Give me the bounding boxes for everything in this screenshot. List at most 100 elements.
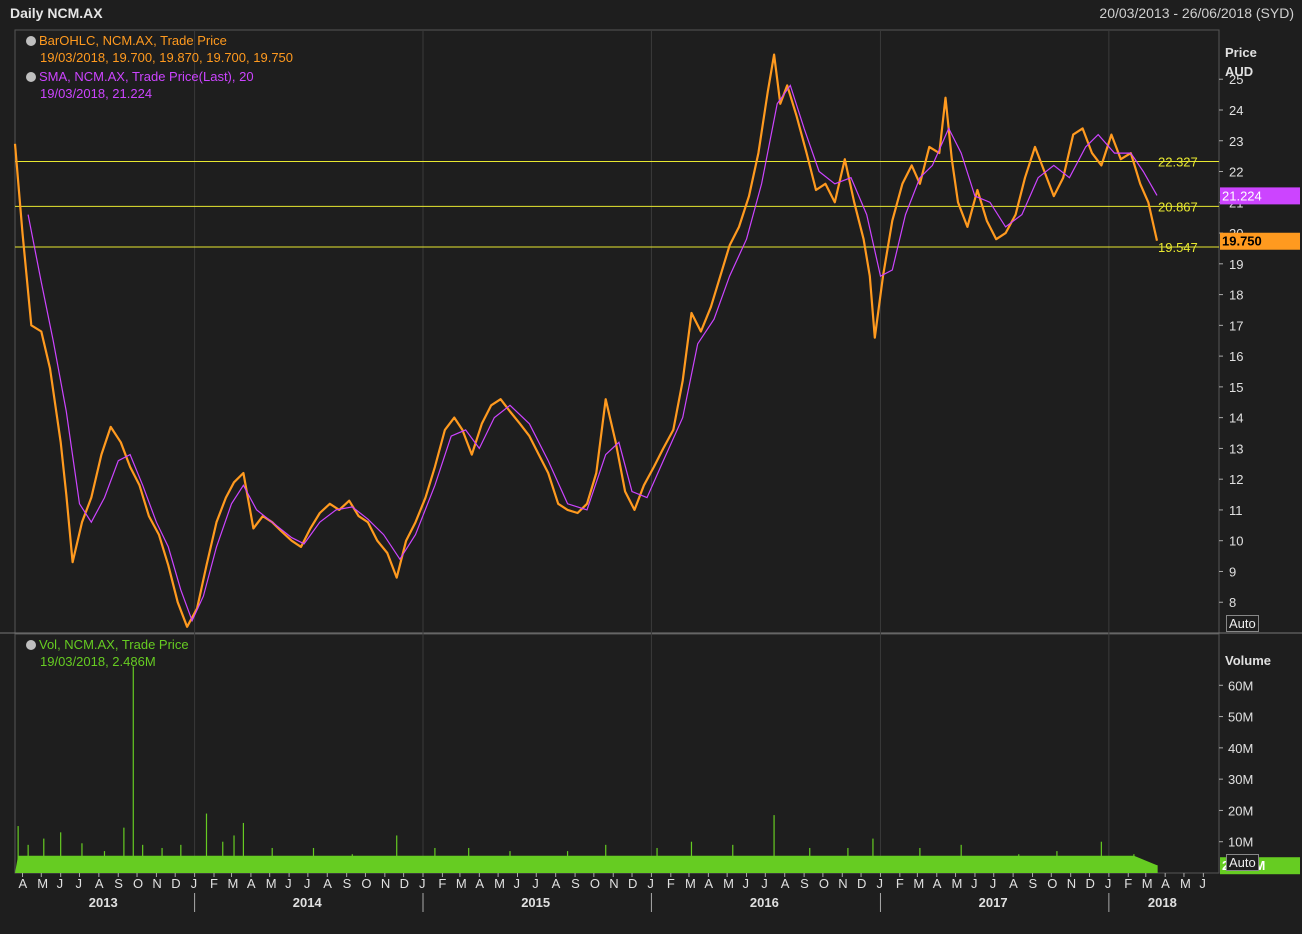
ohlc-legend-values: 19/03/2018, 19.700, 19.870, 19.700, 19.7… (40, 50, 294, 65)
month-label: M (1180, 876, 1191, 891)
volume-tick-label: 10M (1228, 835, 1253, 850)
horizontal-level-label: 22.327 (1158, 154, 1198, 169)
sma-series-line (27, 84, 1158, 623)
month-label: A (475, 876, 484, 891)
volume-tick-label: 50M (1228, 710, 1253, 725)
month-label: M (228, 876, 239, 891)
month-label: F (438, 876, 446, 891)
volume-tick-label: 40M (1228, 741, 1253, 756)
month-label: S (571, 876, 580, 891)
volume-tick-label: 20M (1228, 803, 1253, 818)
month-label: D (857, 876, 866, 891)
price-tick-label: 9 (1229, 564, 1236, 579)
month-label: N (381, 876, 390, 891)
volume-tick-label: 60M (1228, 678, 1253, 693)
month-label: J (971, 876, 978, 891)
month-label: A (323, 876, 332, 891)
price-axis-title: Price (1225, 45, 1257, 60)
volume-legend: Vol, NCM.AX, Trade Price 19/03/2018, 2.4… (26, 636, 189, 670)
price-legend-sma: SMA, NCM.AX, Trade Price(Last), 20 19/03… (26, 68, 254, 102)
price-panel-frame (14, 29, 1220, 634)
month-label: M (456, 876, 467, 891)
sma-legend-name: SMA, NCM.AX, Trade Price(Last), 20 (39, 69, 254, 84)
price-tick-label: 22 (1229, 165, 1243, 180)
close-last-value-label: 19.750 (1222, 234, 1262, 249)
year-label: 2014 (293, 895, 323, 910)
month-label: M (952, 876, 963, 891)
month-label: A (95, 876, 104, 891)
year-label: 2013 (89, 895, 118, 910)
month-label: O (361, 876, 371, 891)
month-label: O (1047, 876, 1057, 891)
volume-area (15, 855, 1157, 873)
month-label: J (743, 876, 750, 891)
year-label: 2015 (521, 895, 550, 910)
month-label: J (75, 876, 82, 891)
price-tick-label: 24 (1229, 103, 1243, 118)
month-label: A (1161, 876, 1170, 891)
month-label: J (647, 876, 654, 891)
month-label: M (494, 876, 505, 891)
price-tick-label: 18 (1229, 288, 1243, 303)
month-label: O (133, 876, 143, 891)
sma-last-value-label: 21.224 (1222, 188, 1262, 203)
month-label: D (1085, 876, 1094, 891)
sma-last-value-tag (1220, 187, 1300, 205)
month-label: A (247, 876, 256, 891)
date-range: 20/03/2013 - 26/06/2018 (SYD) (1099, 5, 1294, 21)
volume-legend-values: 19/03/2018, 2.486M (40, 654, 156, 669)
price-tick-label: 19 (1229, 257, 1243, 272)
price-tick-label: 8 (1229, 595, 1236, 610)
month-label: D (400, 876, 409, 891)
month-label: J (990, 876, 997, 891)
month-label: N (838, 876, 847, 891)
month-label: F (210, 876, 218, 891)
ohlc-legend-name: BarOHLC, NCM.AX, Trade Price (39, 33, 227, 48)
price-tick-label: 15 (1229, 380, 1243, 395)
month-label: A (19, 876, 28, 891)
year-label: 2016 (750, 895, 779, 910)
month-label: N (609, 876, 618, 891)
month-label: S (114, 876, 123, 891)
month-label: A (1009, 876, 1018, 891)
month-label: J (532, 876, 539, 891)
horizontal-level-label: 19.547 (1158, 240, 1198, 255)
month-label: J (1199, 876, 1206, 891)
volume-auto-scale-button[interactable]: Auto (1226, 854, 1259, 871)
price-tick-label: 11 (1229, 503, 1243, 518)
month-label: J (761, 876, 768, 891)
month-label: J (514, 876, 521, 891)
month-label: J (304, 876, 311, 891)
month-label: A (552, 876, 561, 891)
price-auto-scale-button[interactable]: Auto (1226, 615, 1259, 632)
month-label: O (819, 876, 829, 891)
volume-tick-label: 30M (1228, 772, 1253, 787)
price-tick-label: 12 (1229, 472, 1243, 487)
month-label: J (876, 876, 883, 891)
month-label: M (913, 876, 924, 891)
price-tick-label: 17 (1229, 318, 1243, 333)
month-label: J (1105, 876, 1112, 891)
month-label: N (1067, 876, 1076, 891)
price-tick-label: 25 (1229, 72, 1243, 87)
month-label: A (704, 876, 713, 891)
ohlc-price-series (13, 53, 1159, 628)
legend-toggle-icon[interactable] (26, 35, 36, 46)
month-label: O (590, 876, 600, 891)
price-tick-label: 10 (1229, 534, 1243, 549)
month-label: F (896, 876, 904, 891)
month-label: M (37, 876, 48, 891)
price-tick-label: 16 (1229, 349, 1243, 364)
month-label: M (266, 876, 277, 891)
month-label: M (1142, 876, 1153, 891)
volume-panel-frame (14, 633, 1220, 874)
price-tick-label: 14 (1229, 411, 1243, 426)
month-label: J (419, 876, 426, 891)
sma-legend-values: 19/03/2018, 21.224 (40, 86, 153, 101)
month-label: J (191, 876, 198, 891)
legend-toggle-icon[interactable] (26, 71, 36, 82)
year-label: 2017 (979, 895, 1008, 910)
price-tick-label: 23 (1229, 134, 1243, 149)
month-label: A (781, 876, 790, 891)
legend-toggle-icon[interactable] (26, 639, 36, 650)
